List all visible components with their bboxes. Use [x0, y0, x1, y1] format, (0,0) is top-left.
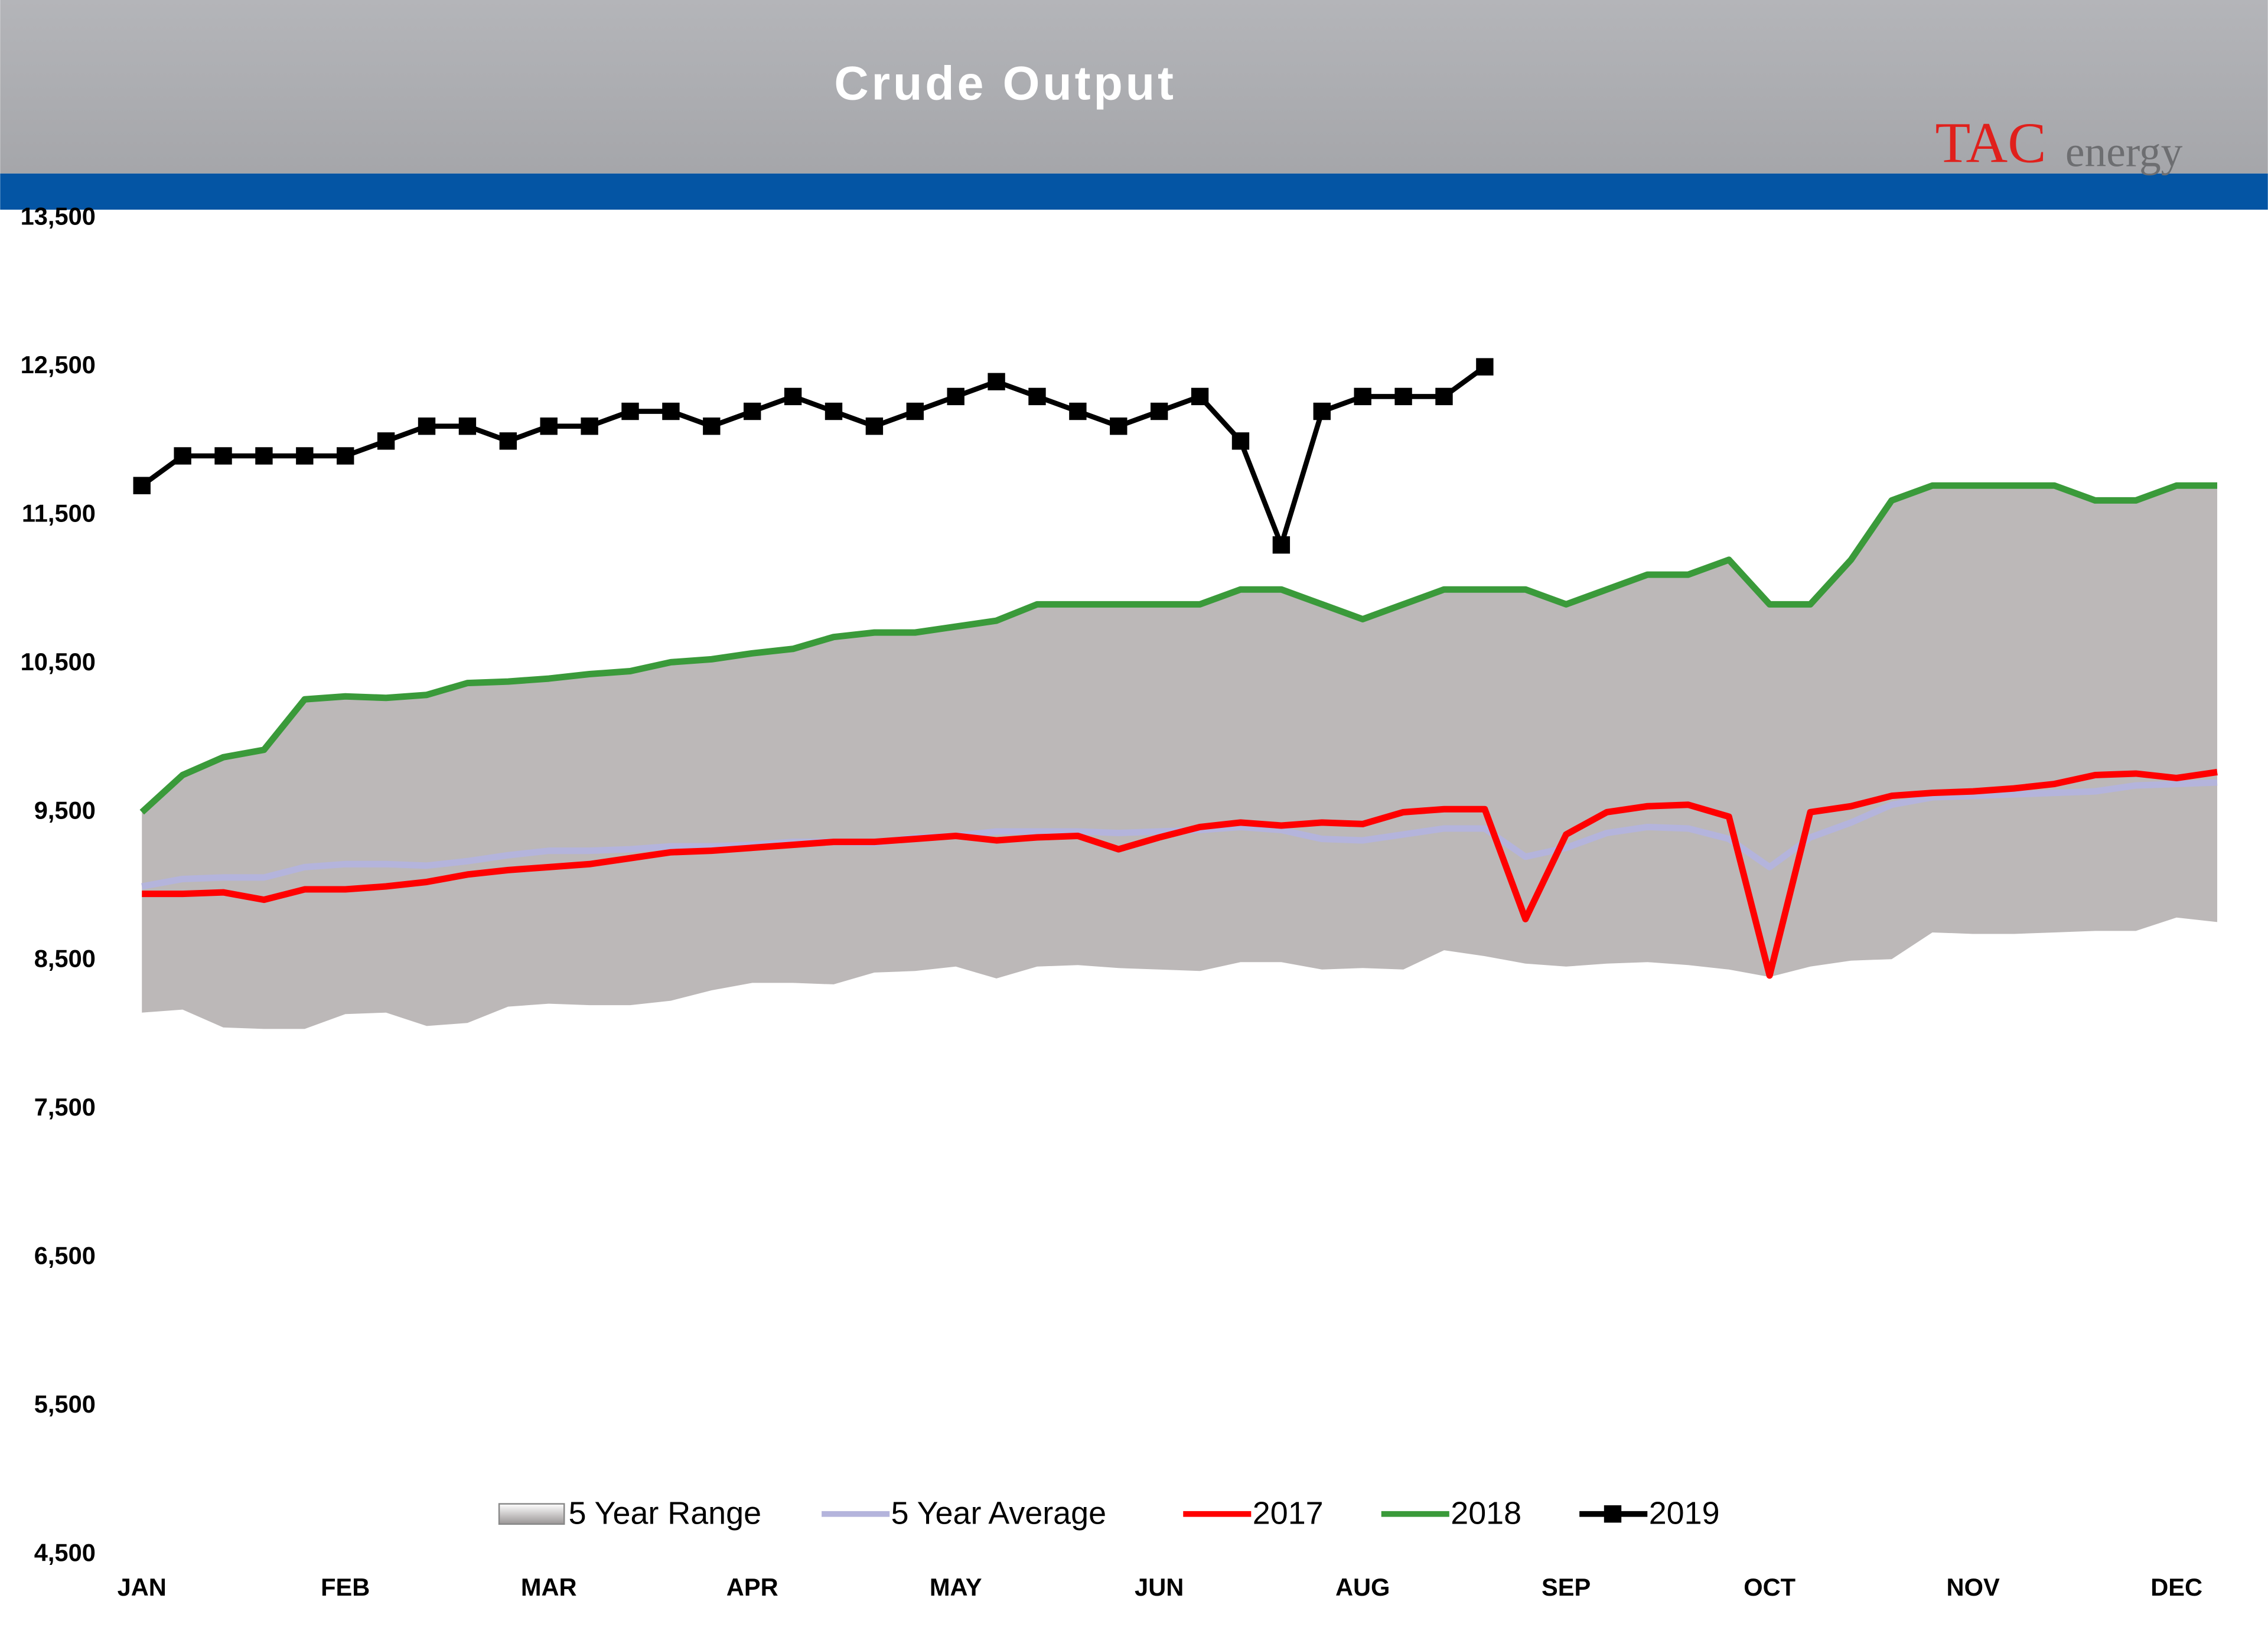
point-marker	[255, 447, 273, 465]
point-marker	[1435, 387, 1453, 406]
point-marker	[418, 418, 436, 435]
series-line	[142, 768, 2218, 979]
point-marker	[1231, 432, 1250, 450]
y-tick-label: 7,500	[34, 1093, 96, 1121]
point-marker	[499, 432, 517, 450]
point-marker	[988, 373, 1005, 390]
point-marker	[825, 402, 843, 420]
x-tick-label: APR	[726, 1573, 778, 1601]
x-tick-label: DEC	[2150, 1573, 2202, 1601]
point-marker	[703, 418, 721, 435]
point-marker	[377, 432, 395, 450]
point-marker	[296, 447, 314, 465]
point-marker	[744, 402, 761, 420]
x-tick-label: JUN	[1135, 1573, 1184, 1601]
logo-word: energy	[2065, 128, 2183, 175]
point-marker	[784, 387, 802, 406]
point-marker	[1110, 418, 1128, 435]
point-marker	[337, 447, 354, 465]
logo-mark: TAC	[1935, 112, 2047, 175]
point-marker	[947, 387, 964, 406]
plot-area: 4,500 5,500 6,500 7,500 8,500 9,500 10,500 11,5…	[21, 203, 2218, 1601]
point-marker	[133, 477, 151, 494]
point-marker	[621, 402, 639, 420]
series-line	[140, 364, 1487, 548]
x-tick-label: SEP	[1542, 1573, 1591, 1601]
point-marker	[1354, 387, 1371, 406]
point-marker	[1191, 387, 1209, 406]
y-tick-label: 13,500	[21, 203, 96, 230]
chart-title: Crude Output	[834, 57, 1176, 110]
range-area	[142, 485, 2218, 1029]
y-tick-label: 6,500	[34, 1242, 96, 1270]
y-tick-label: 12,500	[21, 351, 96, 379]
point-marker	[1150, 402, 1168, 420]
y-tick-label: 4,500	[34, 1538, 96, 1566]
point-marker	[174, 447, 191, 465]
point-marker	[1313, 402, 1331, 420]
point-marker	[662, 402, 680, 420]
point-marker	[1476, 358, 1494, 376]
y-tick-label: 10,500	[21, 648, 96, 676]
y-tick-label: 5,500	[34, 1390, 96, 1418]
x-tick-label: JAN	[118, 1573, 167, 1601]
x-tick-label: FEB	[321, 1573, 370, 1601]
point-marker	[458, 418, 477, 435]
header-stripe	[0, 173, 2268, 210]
point-marker	[1069, 402, 1087, 420]
x-tick-label: MAY	[930, 1573, 982, 1601]
legend-label: 2017	[1253, 1495, 1324, 1531]
y-tick-label: 11,500	[22, 500, 96, 527]
legend-label: 2018	[1451, 1495, 1521, 1531]
legend-label: 5 Year Average	[891, 1495, 1106, 1531]
x-tick-label: AUG	[1335, 1573, 1390, 1601]
legend-label: 5 Year Range	[569, 1495, 761, 1531]
legend-label: 2019	[1649, 1495, 1720, 1531]
point-marker	[1028, 387, 1046, 406]
point-marker	[865, 418, 884, 435]
header-band	[0, 0, 2268, 174]
series-line	[139, 482, 2218, 815]
x-tick-label: OCT	[1744, 1573, 1795, 1601]
point-marker	[581, 418, 598, 435]
x-tick-label: MAR	[521, 1573, 577, 1601]
y-tick-label: 9,500	[34, 796, 96, 824]
x-tick-label: NOV	[1947, 1573, 2000, 1601]
point-marker	[906, 402, 924, 420]
point-marker	[1272, 536, 1291, 554]
legend-marker	[1604, 1505, 1622, 1523]
point-marker	[540, 418, 558, 435]
point-marker	[1394, 387, 1412, 406]
legend-swatch	[498, 1503, 565, 1525]
y-tick-label: 8,500	[34, 945, 96, 973]
legend: 5 Year Range 5 Year Average 2017 2018 2019	[498, 1495, 1720, 1531]
point-marker	[214, 447, 232, 465]
